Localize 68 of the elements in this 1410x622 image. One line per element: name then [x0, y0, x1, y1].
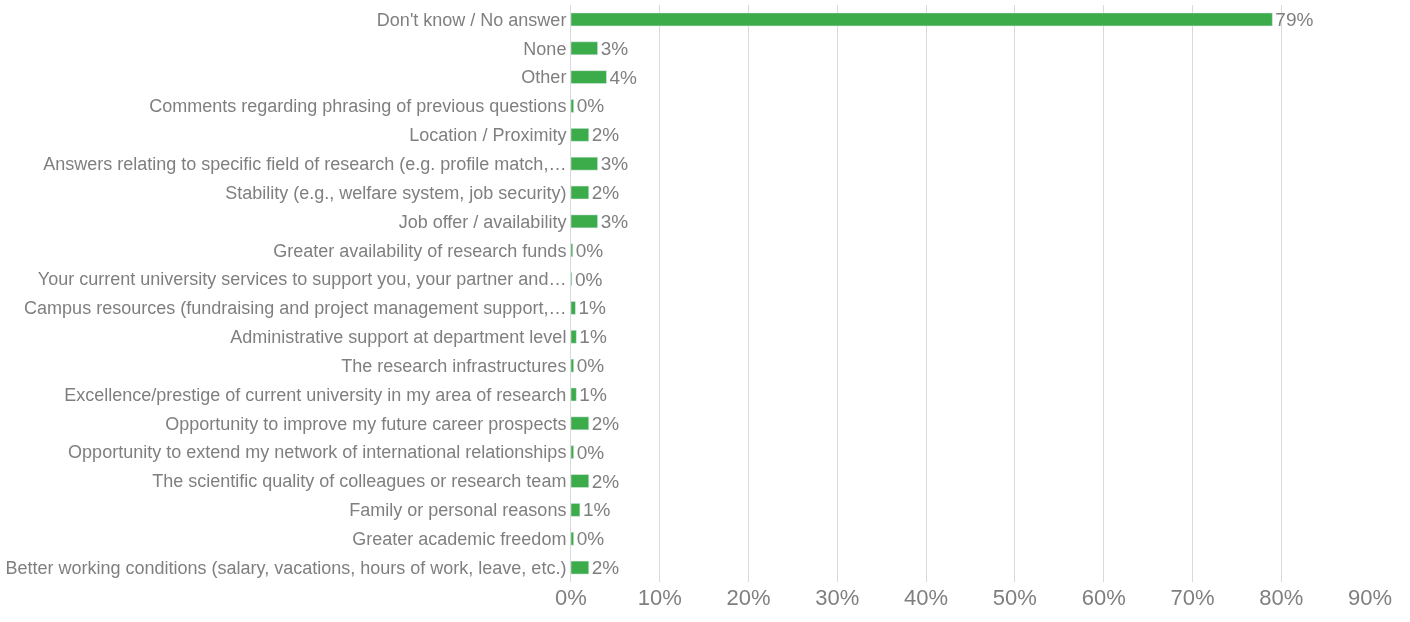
y-tick-label: Location / Proximity [409, 125, 567, 146]
data-label: 4% [609, 66, 638, 88]
x-tick-label: 40% [904, 585, 949, 610]
x-tick-label: 20% [726, 585, 771, 610]
bar [571, 503, 581, 517]
y-tick-label: Your current university services to support you, your partner and… [37, 269, 567, 290]
data-label: 0% [576, 95, 605, 117]
bar [571, 185, 590, 200]
y-tick-label: Job offer / availability [398, 211, 567, 232]
data-label: 0% [576, 441, 605, 463]
bar [571, 156, 598, 171]
y-tick-label: Stability (e.g., welfare system, job security) [225, 182, 567, 203]
bar [571, 387, 577, 402]
y-tick-label: Opportunity to extend my network of international relationships [68, 442, 567, 463]
x-tick-label: 10% [637, 585, 682, 610]
data-label: 0% [574, 268, 603, 290]
bar [571, 99, 574, 113]
x-tick-label: 30% [815, 585, 860, 610]
y-tick-label: Other [521, 67, 567, 88]
y-tick-label: Comments regarding phrasing of previous questions [149, 96, 567, 117]
data-label: 1% [579, 326, 607, 348]
data-label: 3% [600, 153, 629, 175]
data-label: 1% [578, 297, 607, 319]
data-label: 2% [591, 124, 620, 146]
y-tick-label: Answers relating to specific field of research (e.g. profile match,… [43, 153, 567, 174]
y-tick-label: Better working conditions (salary, vacations, hours of work, leave, etc.) [5, 557, 567, 578]
data-label: 79% [1275, 8, 1314, 30]
data-label: 2% [591, 557, 620, 579]
y-tick-label: The scientific quality of colleagues or research team [152, 471, 567, 492]
data-label: 2% [591, 470, 620, 492]
x-tick-label: 50% [992, 585, 1037, 610]
y-tick-label: Family or personal reasons [349, 500, 567, 521]
x-tick-label: 60% [1081, 585, 1126, 610]
bar [571, 128, 590, 142]
y-tick-label: Don't know / No answer [376, 9, 567, 30]
bar [571, 12, 1273, 27]
bar [571, 301, 576, 315]
x-tick-label: 90% [1347, 585, 1393, 610]
y-tick-label: Greater academic freedom [352, 529, 567, 550]
bar [571, 358, 574, 373]
bar [571, 474, 590, 488]
data-label: 0% [576, 528, 605, 550]
bar [571, 445, 574, 459]
data-label: 1% [582, 499, 611, 521]
data-label: 2% [591, 412, 620, 434]
bar [571, 330, 577, 344]
y-tick-label: Greater availability of research funds [273, 240, 567, 261]
bar [571, 416, 590, 431]
y-tick-label: Excellence/prestige of current university in my area of research [64, 384, 567, 405]
data-label: 0% [576, 355, 605, 377]
x-tick-label: 0% [555, 585, 587, 610]
y-tick-label: Campus resources (fundraising and project management support,… [24, 298, 567, 319]
bar [571, 214, 598, 229]
bar [571, 70, 607, 84]
bar [571, 41, 598, 56]
data-label: 2% [591, 182, 620, 204]
data-label: 3% [600, 210, 629, 232]
y-tick-label: None [523, 38, 567, 59]
y-tick-label: The research infrastructures [341, 355, 567, 376]
data-label: 0% [575, 239, 604, 261]
y-tick-label: Administrative support at department level [230, 327, 567, 348]
y-tick-label: Opportunity to improve my future career prospects [165, 413, 567, 434]
data-label: 3% [600, 37, 629, 59]
bar [571, 560, 590, 575]
x-tick-label: 70% [1170, 585, 1215, 610]
data-label: 1% [579, 383, 607, 405]
x-tick-label: 80% [1259, 585, 1304, 610]
bar [571, 531, 574, 546]
